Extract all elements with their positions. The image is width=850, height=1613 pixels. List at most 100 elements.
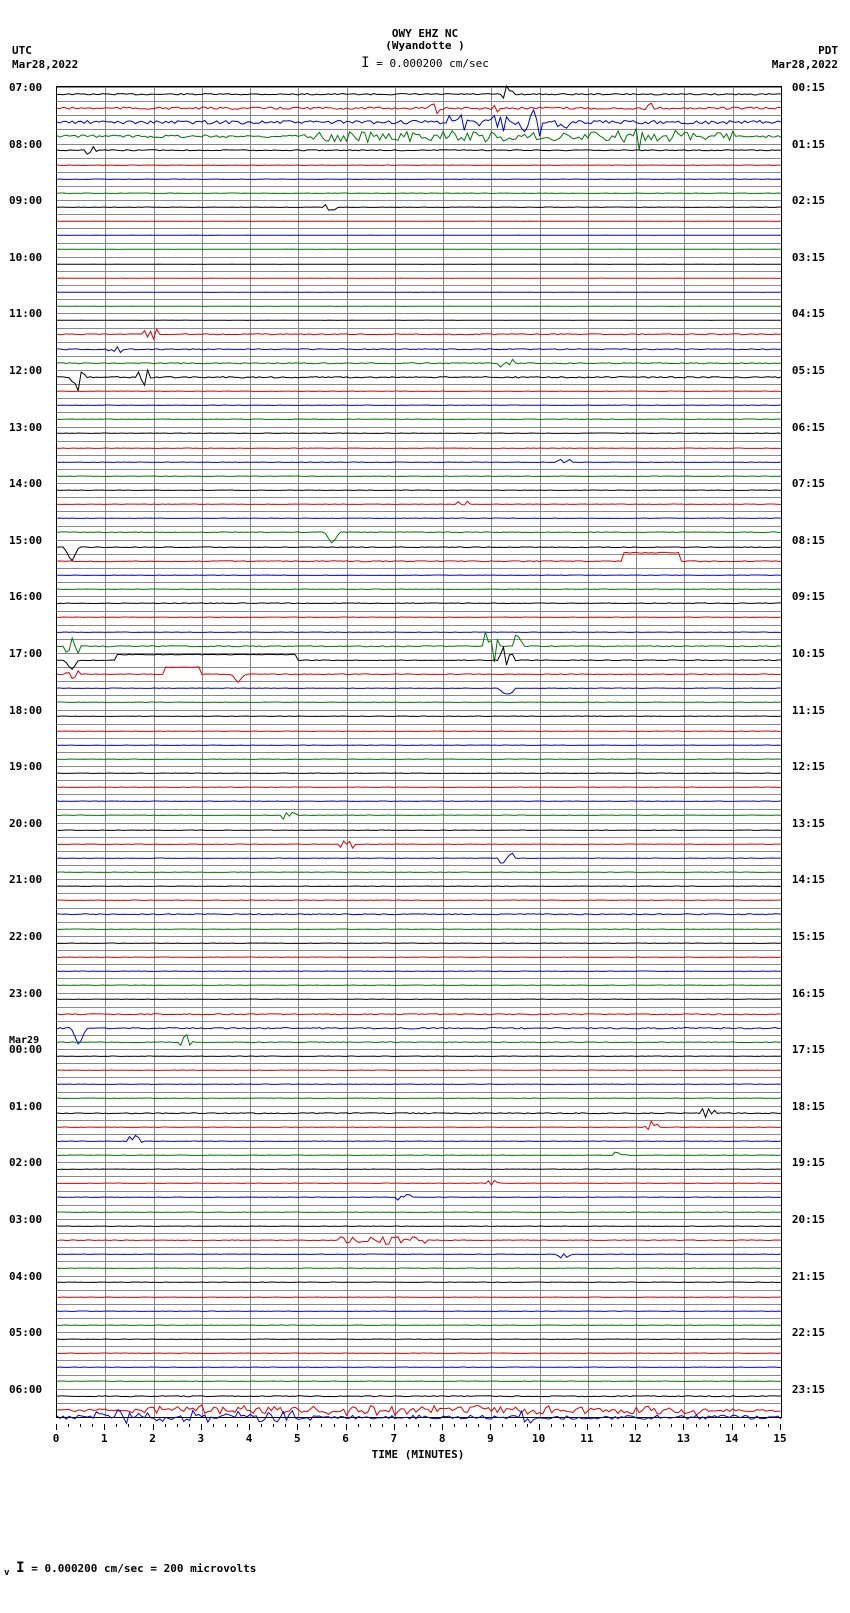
trace-row [57,1035,781,1049]
trace-row [57,1191,781,1205]
date-left: Mar28,2022 [12,58,78,71]
trace-row [57,1346,781,1360]
timezone-right: PDT [818,44,838,57]
trace-row [57,780,781,794]
trace-row [57,1120,781,1134]
scale-indicator: I = 0.000200 cm/sec [0,56,850,71]
y-label-right: 22:15 [792,1326,825,1339]
y-label-left: 06:00 [9,1383,42,1396]
trace-row [57,950,781,964]
y-label-left: 04:00 [9,1270,42,1283]
trace-row [57,1021,781,1035]
trace-row [57,526,781,540]
trace-row [57,228,781,242]
trace-row [57,1092,781,1106]
y-label-right: 03:15 [792,251,825,264]
trace-row [57,370,781,384]
trace-row [57,865,781,879]
trace-row [57,667,781,681]
y-label-right: 09:15 [792,590,825,603]
trace-row [57,412,781,426]
y-label-right: 07:15 [792,477,825,490]
y-label-right: 08:15 [792,534,825,547]
trace-row [57,1063,781,1077]
y-label-left: 17:00 [9,647,42,660]
trace-row [57,299,781,313]
y-label-left: 11:00 [9,307,42,320]
y-label-right: 12:15 [792,760,825,773]
trace-row [57,200,781,214]
trace-row [57,186,781,200]
y-label-left: 10:00 [9,251,42,264]
trace-row [57,794,781,808]
trace-row [57,1375,781,1389]
trace-row [57,710,781,724]
trace-row [57,1403,781,1417]
trace-row [57,1049,781,1063]
y-label-right: 00:15 [792,81,825,94]
footer-scale: v I = 0.000200 cm/sec = 200 microvolts [4,1560,256,1578]
trace-row [57,427,781,441]
y-label-left: 16:00 [9,590,42,603]
trace-row [57,441,781,455]
trace-row [57,908,781,922]
trace-row [57,285,781,299]
timezone-left: UTC [12,44,32,57]
x-tick-label: 8 [439,1432,446,1445]
y-label-right: 16:15 [792,987,825,1000]
y-label-right: 05:15 [792,364,825,377]
y-label-left: 19:00 [9,760,42,773]
trace-row [57,1077,781,1091]
y-label-right: 19:15 [792,1156,825,1169]
x-tick-label: 6 [342,1432,349,1445]
y-label-right: 20:15 [792,1213,825,1226]
y-label-right: 14:15 [792,873,825,886]
trace-row [57,497,781,511]
y-label-left: 02:00 [9,1156,42,1169]
trace-row [57,1276,781,1290]
x-tick-label: 10 [532,1432,545,1445]
y-label-left: 14:00 [9,477,42,490]
mid-date-label: Mar29 [9,1035,39,1046]
y-label-left: 09:00 [9,194,42,207]
trace-row [57,115,781,129]
x-tick-label: 7 [391,1432,398,1445]
x-tick-label: 0 [53,1432,60,1445]
y-label-right: 18:15 [792,1100,825,1113]
trace-row [57,1134,781,1148]
y-label-left: 22:00 [9,930,42,943]
trace-row [57,511,781,525]
trace-row [57,243,781,257]
trace-row [57,1247,781,1261]
y-label-right: 21:15 [792,1270,825,1283]
trace-row [57,823,781,837]
y-label-right: 06:15 [792,421,825,434]
y-label-right: 23:15 [792,1383,825,1396]
trace-row [57,129,781,143]
trace-row [57,313,781,327]
trace-row [57,879,781,893]
x-tick-label: 1 [101,1432,108,1445]
y-label-left: 08:00 [9,138,42,151]
y-label-left: 01:00 [9,1100,42,1113]
y-label-right: 17:15 [792,1043,825,1056]
trace-row [57,1304,781,1318]
trace-row [57,158,781,172]
trace-row [57,724,781,738]
trace-row [57,1389,781,1403]
x-axis-title: TIME (MINUTES) [56,1448,780,1461]
trace-row [57,964,781,978]
trace-row [57,214,781,228]
trace-row [57,455,781,469]
x-tick-label: 11 [580,1432,593,1445]
trace-row [57,1290,781,1304]
trace-row [57,1148,781,1162]
x-tick-label: 4 [246,1432,253,1445]
trace-row [57,1233,781,1247]
trace-row [57,851,781,865]
trace-row [57,1261,781,1275]
trace-row [57,483,781,497]
date-right: Mar28,2022 [772,58,838,71]
x-axis: TIME (MINUTES) 0123456789101112131415 [56,1424,780,1464]
trace-row [57,328,781,342]
